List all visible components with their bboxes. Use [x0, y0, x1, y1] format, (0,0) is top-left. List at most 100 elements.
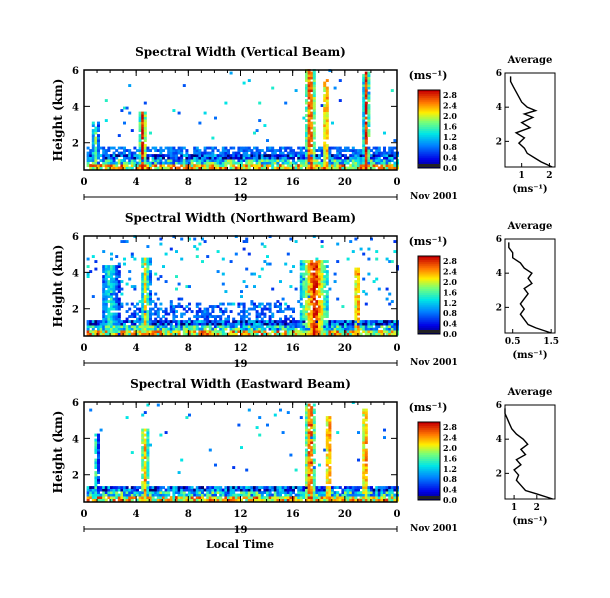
heatmap-cell [323, 121, 327, 125]
heatmap-cell [320, 275, 324, 278]
heatmap-cell [141, 287, 145, 291]
heatmap-cell [128, 154, 132, 157]
heatmap-cell [325, 468, 329, 472]
heatmap-cell [310, 300, 314, 303]
heatmap-cell [328, 433, 332, 437]
colorbar-segment [418, 281, 440, 284]
heatmap-cell [312, 446, 316, 449]
heatmap-cell [323, 141, 327, 145]
heatmap-cell [357, 280, 360, 283]
heatmap-cell [221, 302, 225, 306]
heatmap-cell [94, 478, 98, 482]
heatmap-cell [188, 317, 191, 321]
heatmap-cell [260, 327, 264, 331]
heatmap-cell [190, 332, 194, 336]
heatmap-cell [104, 295, 108, 298]
heatmap-cell [273, 491, 277, 494]
heatmap-cell [107, 154, 111, 157]
average-x-tick-label: 2 [546, 171, 552, 181]
heatmap-cell [323, 131, 327, 135]
heatmap-cell [146, 330, 150, 333]
heatmap-cell [172, 325, 176, 328]
heatmap-cell [229, 154, 233, 157]
heatmap-cell [323, 486, 327, 489]
heatmap-cell [266, 161, 269, 165]
heatmap-cell [195, 327, 199, 331]
heatmap-cell [299, 267, 303, 271]
heatmap-cell [344, 327, 347, 331]
heatmap-cell [175, 330, 178, 333]
heatmap-cell [292, 310, 295, 313]
heatmap-cell [141, 156, 145, 160]
heatmap-cell [294, 164, 298, 167]
heatmap-cell [117, 166, 121, 170]
heatmap-cell [91, 491, 95, 494]
heatmap-cell [305, 325, 308, 328]
heatmap-cell [294, 161, 298, 165]
heatmap-cell [102, 282, 106, 286]
heatmap-cell [305, 74, 308, 77]
heatmap-cell [255, 325, 259, 328]
heatmap-cell [310, 463, 314, 467]
heatmap-cell [284, 325, 288, 328]
heatmap-cell [307, 488, 311, 492]
heatmap-cell [214, 154, 217, 157]
heatmap-cell [302, 332, 306, 336]
heatmap-cell [159, 275, 163, 278]
heatmap-cell [219, 154, 223, 157]
heatmap-cell [224, 317, 228, 321]
heatmap-cell [219, 327, 223, 331]
heatmap-cell [346, 493, 350, 497]
heatmap-cell [125, 488, 129, 492]
heatmap-cell [227, 317, 230, 321]
date-label: Nov 2001 [410, 358, 458, 368]
heatmap-cell [364, 94, 368, 97]
average-y-tick-label: 6 [496, 235, 502, 245]
heatmap-cell [130, 156, 134, 160]
heatmap-cell [305, 89, 308, 92]
heatmap-cell [357, 290, 360, 293]
heatmap-cell [201, 322, 204, 326]
heatmap-cell [242, 146, 246, 150]
heatmap-cell [146, 262, 150, 266]
heatmap-cell [91, 144, 95, 147]
heatmap-cell [99, 164, 103, 167]
heatmap-cell [102, 159, 106, 162]
colorbar-segment [418, 271, 440, 275]
heatmap-cell [117, 312, 121, 316]
heatmap-cell [362, 436, 366, 439]
heatmap-cell [344, 491, 347, 494]
heatmap-cell [279, 280, 282, 283]
heatmap-cell [188, 285, 191, 288]
heatmap-cell [138, 139, 142, 142]
heatmap-cell [305, 79, 308, 82]
heatmap-cell [107, 300, 111, 303]
heatmap-cell [260, 310, 264, 313]
heatmap-cell [146, 164, 150, 167]
heatmap-cell [117, 317, 121, 321]
heatmap-cell [299, 310, 303, 313]
heatmap-cell [333, 272, 337, 276]
heatmap-cell [299, 496, 303, 499]
heatmap-cell [393, 139, 397, 142]
heatmap-cell [143, 468, 147, 472]
heatmap-cell [260, 496, 264, 499]
heatmap-cell [211, 488, 215, 492]
heatmap-cell [138, 144, 142, 147]
heatmap-cell [172, 327, 176, 331]
heatmap-cell [305, 413, 308, 417]
heatmap-cell [299, 486, 303, 489]
heatmap-cell [320, 491, 324, 494]
heatmap-cell [97, 166, 100, 170]
heatmap-cell [320, 154, 324, 157]
heatmap-cell [149, 280, 152, 283]
heatmap-cell [364, 491, 368, 494]
heatmap-cell [390, 146, 394, 150]
heatmap-cell [169, 498, 173, 502]
heatmap-cell [372, 491, 376, 494]
heatmap-cell [115, 325, 119, 328]
heatmap-cell [154, 327, 158, 331]
heatmap-cell [315, 285, 319, 288]
heatmap-cell [284, 322, 288, 326]
heatmap-cell [219, 496, 223, 499]
